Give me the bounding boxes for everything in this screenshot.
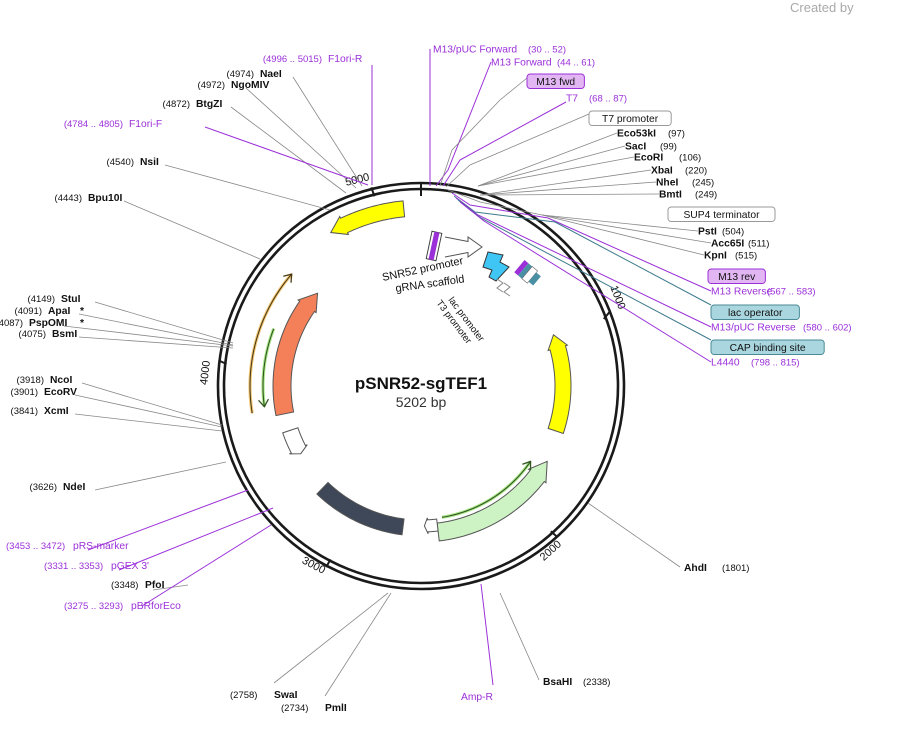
svg-text:(4091): (4091) xyxy=(15,306,42,317)
svg-text:M13/pUC Forward: M13/pUC Forward xyxy=(433,45,517,56)
svg-text:PspOMI: PspOMI xyxy=(29,318,67,329)
svg-text:F1ori-R: F1ori-R xyxy=(328,54,362,65)
svg-text:(4972): (4972) xyxy=(198,80,225,91)
svg-text:Bpu10I: Bpu10I xyxy=(88,193,122,204)
svg-text:NsiI: NsiI xyxy=(140,157,159,168)
svg-text:pGEX 3': pGEX 3' xyxy=(111,561,149,572)
svg-text:*: * xyxy=(80,306,84,317)
svg-text:(4075): (4075) xyxy=(19,329,46,340)
svg-text:(68 .. 87): (68 .. 87) xyxy=(589,94,627,105)
svg-text:SUP4 terminator: SUP4 terminator xyxy=(683,210,760,221)
svg-text:(580 .. 602): (580 .. 602) xyxy=(803,323,852,334)
svg-text:(245): (245) xyxy=(692,178,714,189)
svg-text:NdeI: NdeI xyxy=(63,482,85,493)
svg-text:(798 .. 815): (798 .. 815) xyxy=(751,358,800,369)
svg-text:NheI: NheI xyxy=(656,178,678,189)
svg-text:BsmI: BsmI xyxy=(52,329,77,340)
svg-text:(3331 .. 3353): (3331 .. 3353) xyxy=(44,561,103,572)
svg-text:NgoMIV: NgoMIV xyxy=(231,80,269,91)
svg-text:BsaHI: BsaHI xyxy=(543,677,572,688)
svg-text:(515): (515) xyxy=(735,251,757,262)
svg-text:M13/pUC Reverse: M13/pUC Reverse xyxy=(711,323,796,334)
svg-text:(3348): (3348) xyxy=(111,580,138,591)
svg-text:5000: 5000 xyxy=(344,171,371,189)
svg-text:(99): (99) xyxy=(660,142,677,153)
svg-text:(4149): (4149) xyxy=(28,294,55,305)
svg-text:NcoI: NcoI xyxy=(50,375,72,386)
svg-text:T7 promoter: T7 promoter xyxy=(602,114,659,125)
svg-text:KpnI: KpnI xyxy=(704,251,727,262)
svg-text:NaeI: NaeI xyxy=(260,69,282,80)
svg-text:EcoRV: EcoRV xyxy=(44,387,77,398)
svg-text:F1ori-F: F1ori-F xyxy=(129,119,162,130)
svg-text:lac operator: lac operator xyxy=(728,308,783,319)
svg-text:Eco53kI: Eco53kI xyxy=(617,129,656,140)
svg-text:1000: 1000 xyxy=(608,284,628,311)
svg-text:(511): (511) xyxy=(748,239,769,250)
svg-text:M13 Reverse: M13 Reverse xyxy=(711,287,773,298)
svg-text:(567 .. 583): (567 .. 583) xyxy=(767,287,816,298)
svg-text:(1801): (1801) xyxy=(722,563,749,574)
svg-text:pRS-marker: pRS-marker xyxy=(73,541,129,552)
svg-text:(97): (97) xyxy=(668,129,685,140)
svg-text:PfoI: PfoI xyxy=(145,580,165,591)
svg-text:StuI: StuI xyxy=(61,294,81,305)
svg-text:(2734): (2734) xyxy=(281,703,308,714)
svg-text:CAP binding site: CAP binding site xyxy=(730,343,806,354)
svg-text:(220): (220) xyxy=(685,166,707,177)
svg-text:M13 rev: M13 rev xyxy=(718,272,756,283)
svg-text:(2758): (2758) xyxy=(230,690,257,701)
svg-text:(3453 .. 3472): (3453 .. 3472) xyxy=(6,541,65,552)
svg-text:pBRforEco: pBRforEco xyxy=(131,601,181,612)
svg-text:T7: T7 xyxy=(566,94,578,105)
svg-text:(4974): (4974) xyxy=(227,69,254,80)
svg-text:AhdI: AhdI xyxy=(684,563,707,574)
svg-text:5202 bp: 5202 bp xyxy=(396,394,447,410)
svg-text:Amp-R: Amp-R xyxy=(461,692,493,703)
svg-text:(106): (106) xyxy=(679,153,701,164)
svg-text:*: * xyxy=(80,318,84,329)
svg-text:PmlI: PmlI xyxy=(325,703,347,714)
svg-text:(4872): (4872) xyxy=(163,99,190,110)
svg-text:M13 fwd: M13 fwd xyxy=(536,77,575,88)
svg-text:(4540): (4540) xyxy=(107,157,134,168)
svg-text:XcmI: XcmI xyxy=(44,406,69,417)
svg-text:L4440: L4440 xyxy=(711,358,740,369)
svg-text:ApaI: ApaI xyxy=(48,306,70,317)
svg-text:(4443): (4443) xyxy=(55,193,82,204)
svg-text:SacI: SacI xyxy=(625,142,646,153)
svg-text:(2338): (2338) xyxy=(583,677,610,688)
svg-text:M13 Forward: M13 Forward xyxy=(491,58,552,69)
svg-text:(249): (249) xyxy=(695,190,717,201)
svg-text:(4784 .. 4805): (4784 .. 4805) xyxy=(64,119,123,130)
svg-text:Acc65I: Acc65I xyxy=(711,239,744,250)
svg-text:4000: 4000 xyxy=(198,360,213,386)
svg-text:(3918): (3918) xyxy=(17,375,44,386)
svg-text:Created by: Created by xyxy=(790,0,854,15)
svg-text:(504): (504) xyxy=(722,227,744,238)
svg-text:BtgZI: BtgZI xyxy=(196,99,222,110)
svg-text:(3626): (3626) xyxy=(30,482,57,493)
svg-text:(3901): (3901) xyxy=(11,387,38,398)
svg-text:(4087): (4087) xyxy=(0,318,23,329)
svg-text:(44 .. 61): (44 .. 61) xyxy=(557,58,595,69)
svg-text:(3275 .. 3293): (3275 .. 3293) xyxy=(64,601,123,612)
svg-text:EcoRI: EcoRI xyxy=(634,153,663,164)
svg-text:PstI: PstI xyxy=(698,227,717,238)
svg-text:BmtI: BmtI xyxy=(659,190,682,201)
svg-text:(4996 .. 5015): (4996 .. 5015) xyxy=(263,54,322,65)
svg-text:SwaI: SwaI xyxy=(274,690,298,701)
svg-text:XbaI: XbaI xyxy=(651,166,673,177)
svg-text:(30 .. 52): (30 .. 52) xyxy=(528,45,566,56)
svg-text:pSNR52-sgTEF1: pSNR52-sgTEF1 xyxy=(355,374,487,393)
svg-text:(3841): (3841) xyxy=(11,406,38,417)
